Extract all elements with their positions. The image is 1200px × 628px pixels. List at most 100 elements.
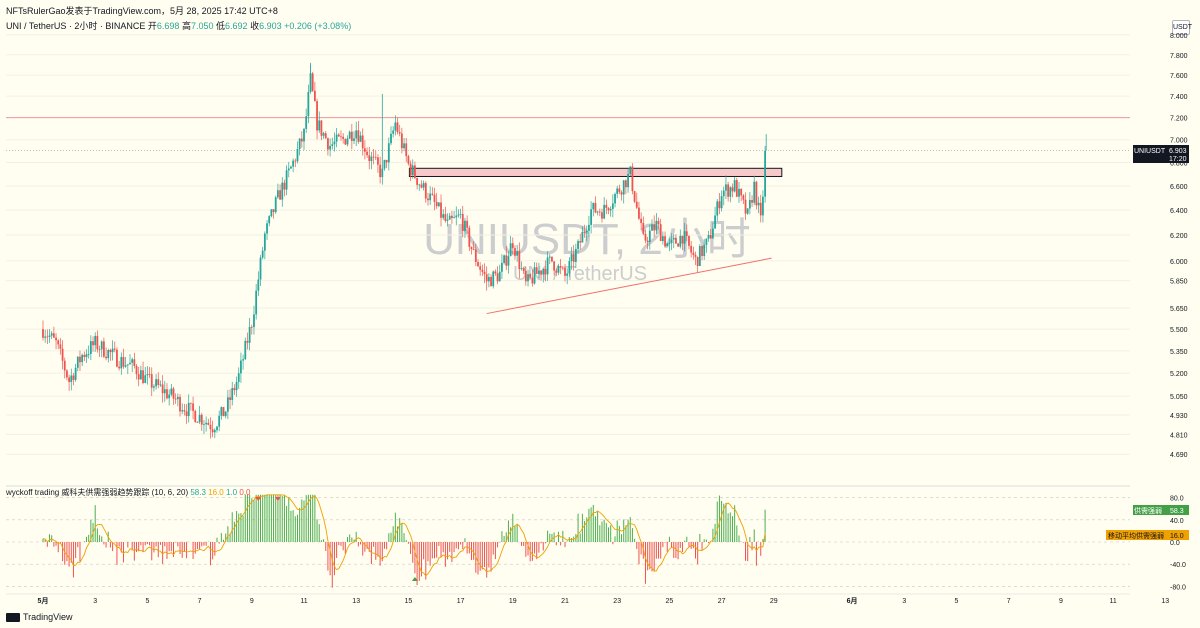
candle-body — [364, 148, 366, 152]
candle-body — [555, 270, 558, 273]
candle-body — [163, 389, 166, 394]
candle-body — [642, 223, 645, 234]
candle-body — [300, 138, 303, 142]
candle-body — [644, 233, 647, 241]
candle-body — [303, 128, 305, 142]
price-tick-label: 7.000 — [1170, 138, 1188, 145]
candle-body — [211, 429, 214, 433]
candle-body — [50, 333, 53, 336]
candle-body — [509, 243, 512, 257]
candle-body — [396, 122, 399, 133]
candle-body — [259, 257, 262, 280]
candle-body — [61, 348, 64, 361]
candle-body — [740, 188, 743, 196]
time-tick-label: 3 — [93, 598, 97, 605]
open-value: 6.698 — [156, 21, 180, 31]
candle-body — [159, 384, 162, 386]
candle-body — [100, 341, 103, 350]
candle-body — [457, 214, 460, 216]
candle-body — [237, 373, 240, 382]
candle-body — [48, 335, 51, 337]
candle-body — [538, 270, 540, 274]
candle-body — [738, 188, 740, 197]
candle-body — [116, 349, 118, 367]
candle-body — [246, 340, 249, 343]
candle-body — [707, 235, 710, 239]
osc-tick-label: -40.0 — [1170, 562, 1186, 569]
candle-body — [192, 403, 194, 411]
sell-signal-icon — [274, 497, 281, 501]
candle-body — [150, 374, 153, 388]
candle-body — [518, 251, 521, 269]
candle-body — [561, 267, 564, 269]
candle-body — [503, 255, 505, 263]
candle-body — [216, 426, 218, 431]
currency-button[interactable]: USDT — [1172, 20, 1192, 35]
candle-body — [511, 243, 514, 249]
osc-tick-label: 80.0 — [1170, 496, 1184, 503]
candle-body — [472, 249, 475, 250]
candle-body — [507, 256, 510, 266]
candle-body — [235, 381, 238, 391]
candle-body — [55, 337, 57, 341]
candle-body — [70, 375, 73, 382]
candle-body — [481, 269, 484, 272]
osc-badge-1 — [1133, 505, 1189, 515]
candle-body — [209, 424, 212, 430]
candle-body — [76, 356, 79, 368]
candle-body — [81, 354, 84, 363]
support-trendline — [486, 257, 772, 315]
candle-body — [722, 190, 725, 197]
candle-body — [688, 235, 690, 246]
time-tick-label: 23 — [613, 598, 621, 605]
candle-body — [640, 218, 643, 224]
candle-body — [390, 133, 392, 144]
time-tick-label: 29 — [770, 598, 778, 605]
candle-body — [546, 257, 549, 275]
price-tick-label: 7.200 — [1170, 116, 1188, 123]
candle-body — [418, 184, 421, 186]
candle-body — [231, 388, 234, 400]
candle-body — [559, 266, 562, 268]
candle-body — [320, 120, 323, 136]
candle-body — [348, 131, 351, 139]
candle-body — [196, 422, 199, 423]
osc-tick-label: 0.0 — [1170, 540, 1180, 547]
candle-body — [566, 273, 569, 276]
candle-body — [324, 133, 327, 139]
candle-body — [657, 220, 660, 225]
brand[interactable]: TradingView — [6, 612, 73, 622]
time-tick-label: 21 — [561, 598, 569, 605]
candle-body — [394, 122, 397, 131]
osc-badge-2 — [1106, 530, 1189, 540]
osc-badge-1-value: 58.3 — [1170, 508, 1184, 515]
candle-body — [172, 388, 175, 399]
candle-body — [226, 397, 229, 412]
candle-body — [755, 181, 758, 206]
candle-body — [131, 359, 134, 363]
candle-body — [727, 184, 730, 197]
time-tick-label: 15 — [405, 598, 413, 605]
candle-body — [455, 215, 458, 218]
indicator-v3: 1.0 — [225, 488, 238, 497]
candle-body — [287, 168, 290, 171]
candle-body — [605, 204, 608, 209]
candle-body — [646, 240, 649, 243]
candle-body — [176, 396, 179, 400]
osc-tick-label: 40.0 — [1170, 518, 1184, 525]
candle-body — [96, 335, 99, 350]
time-tick-label: 7 — [198, 598, 202, 605]
candle-body — [374, 157, 377, 158]
candle-body — [588, 224, 590, 231]
candle-body — [705, 238, 708, 245]
candle-body — [118, 366, 121, 369]
candle-body — [581, 231, 584, 243]
candle-body — [675, 237, 677, 244]
candle-body — [327, 138, 329, 150]
candle-body — [135, 366, 138, 375]
candle-body — [59, 344, 62, 349]
candle-body — [718, 201, 721, 209]
candle-body — [487, 276, 490, 282]
time-tick-label: 13 — [352, 598, 360, 605]
